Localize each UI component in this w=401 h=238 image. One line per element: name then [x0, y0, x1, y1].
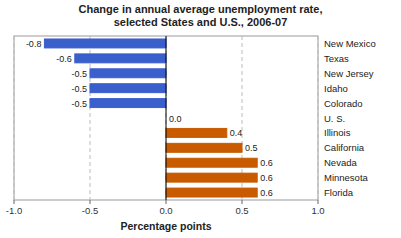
x-axis-label: Percentage points — [120, 220, 211, 232]
bar — [166, 143, 242, 152]
data-label: 0.4 — [230, 128, 243, 138]
bar — [166, 158, 257, 167]
category-label: Texas — [324, 53, 349, 64]
plot-frame — [14, 36, 318, 200]
category-label: New Jersey — [324, 68, 374, 79]
tick-mark — [90, 200, 91, 204]
bar — [166, 188, 257, 197]
category-label: Minnesota — [324, 172, 369, 183]
bar — [75, 54, 166, 63]
title: Change in annual average unemployment ra… — [79, 3, 323, 28]
tick-mark — [242, 200, 243, 204]
zero-line — [166, 36, 167, 200]
category-label: Florida — [324, 187, 354, 198]
category-label: U. S. — [324, 113, 345, 124]
bar — [90, 69, 166, 78]
tick-mark — [166, 200, 167, 204]
tick-mark — [14, 200, 15, 204]
tick-mark — [318, 200, 319, 204]
tick-label: -0.5 — [82, 205, 98, 216]
tick-label: 0.5 — [235, 205, 248, 216]
bar — [90, 99, 166, 108]
bar — [90, 84, 166, 93]
chart: Change in annual average unemployment ra… — [0, 0, 401, 238]
bar — [166, 173, 257, 182]
category-label: California — [324, 142, 365, 153]
category-label: Idaho — [324, 83, 348, 94]
tick-label: 0.0 — [159, 205, 172, 216]
data-label: -0.5 — [71, 84, 87, 94]
grid-line — [14, 36, 15, 200]
data-label: -0.5 — [71, 99, 87, 109]
bars — [44, 39, 257, 197]
bar — [44, 39, 166, 48]
grid-line — [166, 36, 167, 200]
category-label: Illinois — [324, 127, 351, 138]
category-label: Colorado — [324, 98, 363, 109]
bar — [166, 128, 227, 137]
data-label: -0.5 — [71, 69, 87, 79]
tick-label: -1.0 — [6, 205, 22, 216]
data-label: 0.6 — [260, 173, 273, 183]
data-label: 0.6 — [260, 188, 273, 198]
category-label: New Mexico — [324, 38, 376, 49]
category-label: Nevada — [324, 157, 357, 168]
data-label: -0.6 — [56, 54, 72, 64]
data-label: 0.5 — [245, 143, 258, 153]
tick-label: 1.0 — [311, 205, 324, 216]
data-label: 0.0 — [169, 114, 182, 124]
data-label: -0.8 — [26, 39, 42, 49]
grid-line — [318, 36, 319, 200]
data-label: 0.6 — [260, 158, 273, 168]
